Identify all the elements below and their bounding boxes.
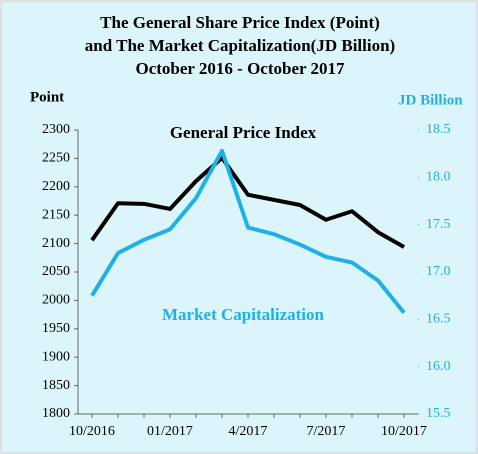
x-tick-label: 10/2017: [381, 424, 427, 439]
y2-tick-label: 18.0: [426, 170, 451, 185]
y2-tick-label: 15.5: [426, 406, 451, 421]
y-tick-label: 1900: [42, 349, 70, 364]
y2-tick-label: 17.5: [426, 217, 451, 232]
series-label: Market Capitalization: [162, 305, 324, 324]
y2-tick-label: 16.0: [426, 359, 451, 374]
y-tick-label: 2150: [42, 207, 70, 222]
y-axis-label: Point: [30, 89, 64, 105]
y2-axis-label: JD Billion: [398, 92, 463, 108]
y2-tick-label: 16.5: [426, 312, 451, 327]
x-tick-label: 7/2017: [307, 424, 346, 439]
chart-title: and The Market Capitalization(JD Billion…: [85, 36, 395, 55]
y-tick-label: 2050: [42, 264, 70, 279]
series-label: General Price Index: [170, 123, 317, 142]
x-tick-label: 01/2017: [147, 424, 193, 439]
y-tick-label: 2000: [42, 293, 70, 308]
y-tick-label: 2100: [42, 236, 70, 251]
chart-title: October 2016 - October 2017: [136, 59, 345, 78]
y-tick-label: 2200: [42, 179, 70, 194]
y-tick-label: 2300: [42, 122, 70, 137]
x-tick-label: 10/2016: [69, 424, 115, 439]
y-tick-label: 1800: [42, 406, 70, 421]
series-line: [90, 148, 406, 314]
y-tick-label: 1950: [42, 321, 70, 336]
y2-tick-label: 17.0: [426, 264, 451, 279]
x-tick-label: 4/2017: [229, 424, 268, 439]
chart-title: The General Share Price Index (Point): [100, 13, 380, 32]
y-tick-label: 2250: [42, 151, 70, 166]
y-tick-label: 1850: [42, 378, 70, 393]
series-line: [90, 155, 405, 249]
y2-tick-label: 18.5: [426, 122, 451, 137]
